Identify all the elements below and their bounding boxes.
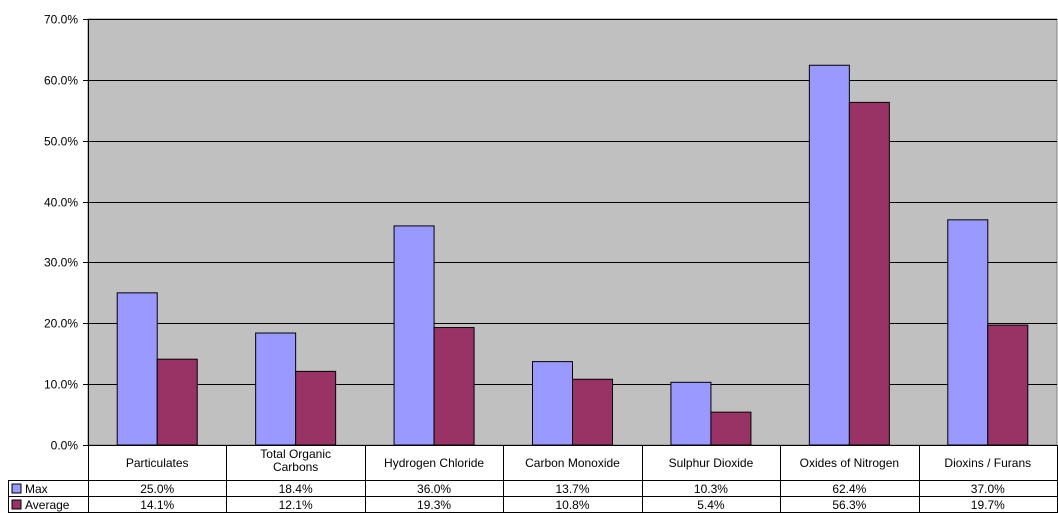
bar-max-1: [255, 332, 297, 446]
y-tick-label: 10.0%: [44, 378, 78, 392]
bar-max-6: [947, 219, 989, 446]
table-cell: 5.4%: [697, 498, 725, 512]
table-cell: 19.3%: [417, 498, 451, 512]
gridlines: [88, 19, 1057, 385]
y-tick-label: 60.0%: [44, 74, 78, 88]
y-tick-label: 70.0%: [44, 13, 78, 27]
bar-max-4: [670, 381, 712, 446]
category-label: Carbon Monoxide: [525, 456, 620, 470]
table-cell: 10.3%: [694, 482, 728, 496]
bar-average-0: [156, 358, 198, 446]
table-cell: 19.7%: [971, 498, 1005, 512]
bar-average-5: [848, 101, 890, 446]
table-cell: 37.0%: [971, 482, 1005, 496]
category-label: Dioxins / Furans: [944, 456, 1031, 470]
y-axis: 0.0% 10.0% 20.0% 30.0% 40.0% 50.0% 60.0% 70.0%: [44, 13, 89, 453]
y-tick-label: 20.0%: [44, 317, 78, 331]
y-tick-label: 50.0%: [44, 135, 78, 149]
category-label: Sulphur Dioxide: [669, 456, 754, 470]
table-cell: 62.4%: [832, 482, 866, 496]
category-label: Particulates: [126, 456, 189, 470]
category-label: Total Organic: [260, 447, 331, 461]
table-cell: 56.3%: [832, 498, 866, 512]
table-cell: 10.8%: [555, 498, 589, 512]
category-label: Oxides of Nitrogen: [800, 456, 899, 470]
bar-max-3: [532, 361, 573, 446]
bar-average-1: [295, 370, 337, 446]
bar-average-3: [572, 378, 613, 446]
table-cell: 25.0%: [140, 482, 174, 496]
bar-average-6: [987, 324, 1029, 446]
table-cell: 18.4%: [279, 482, 313, 496]
y-tick-label: 40.0%: [44, 196, 78, 210]
bar-max-0: [116, 292, 158, 446]
table-cell: 14.1%: [140, 498, 174, 512]
legend-label-max: Max: [25, 482, 48, 496]
bars: [116, 64, 1029, 446]
bar-average-4: [710, 411, 752, 446]
legend-label-average: Average: [25, 498, 70, 512]
category-label: Carbons: [273, 460, 318, 474]
table-cell: 13.7%: [555, 482, 589, 496]
table-cell: 12.1%: [279, 498, 313, 512]
table-cell: 36.0%: [417, 482, 451, 496]
y-tick-label: 0.0%: [51, 439, 79, 453]
y-tick-label: 30.0%: [44, 256, 78, 270]
legend-key-max: [11, 483, 22, 494]
bar-average-2: [433, 327, 475, 446]
legend-key-average: [11, 499, 22, 510]
category-label: Hydrogen Chloride: [384, 456, 484, 470]
bar-max-5: [808, 64, 850, 446]
bar-max-2: [393, 225, 435, 446]
